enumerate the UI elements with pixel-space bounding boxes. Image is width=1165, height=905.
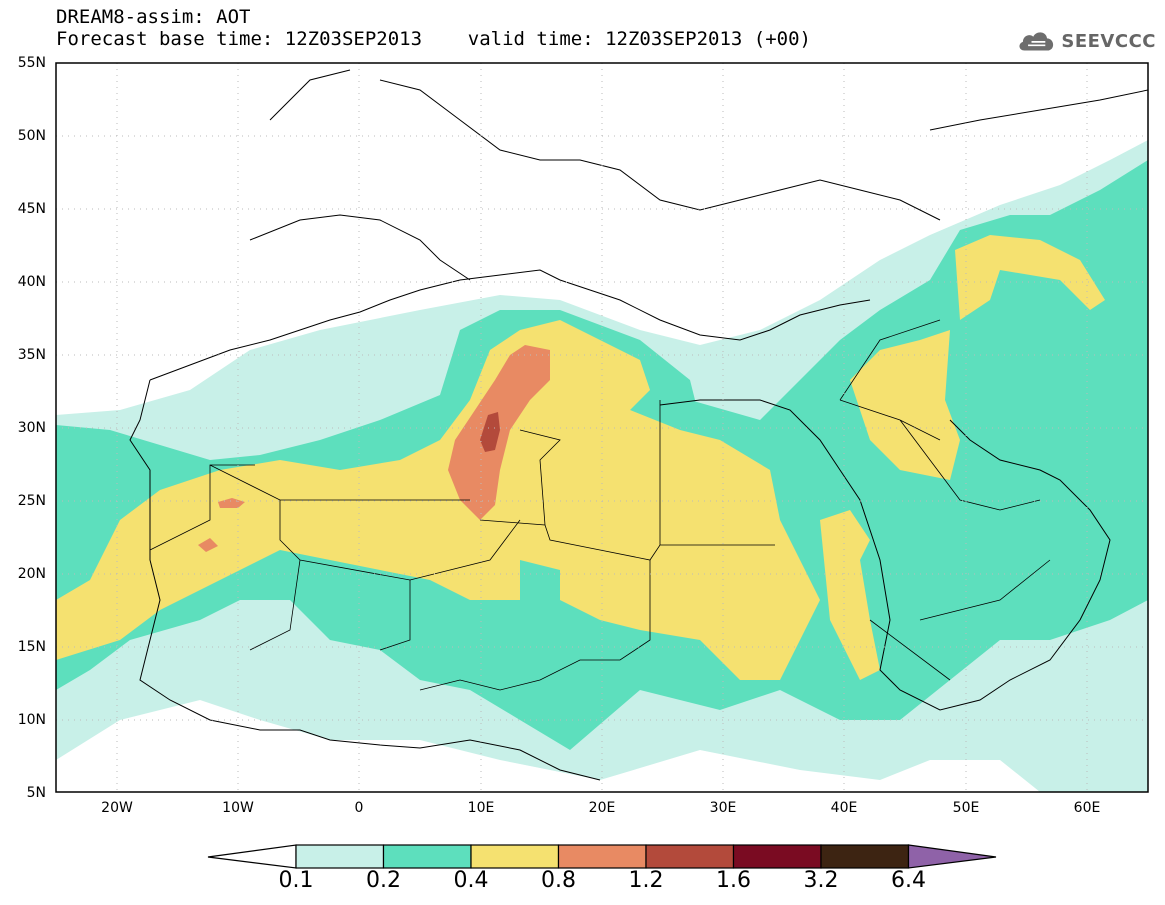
- lat-tick: 35N: [18, 347, 46, 363]
- coastlines: [129, 69, 1148, 781]
- map-frame: [55, 62, 1149, 793]
- colorbar-label: 3.2: [803, 868, 839, 893]
- colorbar-label: 0.8: [541, 868, 576, 893]
- lat-tick: 5N: [27, 785, 46, 801]
- colorbar-box-1: [382, 844, 472, 869]
- aot-level-0.4: [850, 330, 960, 480]
- aot-level-0.4: [820, 510, 880, 680]
- lon-tick: 30E: [710, 800, 737, 816]
- lat-tick: 45N: [18, 201, 46, 217]
- lon-tick: 0: [355, 800, 364, 816]
- colorbar-box-0: [295, 844, 385, 869]
- lat-tick: 55N: [18, 55, 46, 71]
- lon-tick: 20W: [101, 800, 133, 816]
- colorbar-label: 6.4: [891, 868, 926, 893]
- lon-tick: 60E: [1074, 800, 1101, 816]
- lon-axis: 20W 10W 0 10E 20E 30E 40E 50E 60E: [101, 800, 1100, 816]
- colorbar-low-arrow: [207, 844, 297, 869]
- lat-tick: 20N: [18, 566, 46, 582]
- colorbar-box-2: [470, 844, 560, 869]
- colorbar: [207, 844, 997, 869]
- colorbar-label: 1.6: [716, 868, 751, 893]
- colorbar-box-4: [645, 844, 735, 869]
- cloud-icon: [1019, 32, 1054, 51]
- title-line-2: Forecast base time: 12Z03SEP2013 valid t…: [56, 28, 811, 50]
- gridlines: [56, 63, 1148, 792]
- aot-field: [56, 63, 1148, 792]
- lon-tick: 10E: [468, 800, 495, 816]
- lat-axis: 5N 10N 15N 20N 25N 30N 35N 40N 45N 50N 5…: [18, 55, 46, 801]
- map-title: DREAM8-assim: AOT Forecast base time: 12Z…: [56, 6, 811, 50]
- colorbar-label: 0.2: [366, 868, 401, 893]
- colorbar-box-3: [557, 844, 647, 869]
- lat-tick: 10N: [18, 712, 46, 728]
- lon-tick: 20E: [589, 800, 616, 816]
- lat-tick: 40N: [18, 274, 46, 290]
- lon-tick: 40E: [831, 800, 858, 816]
- lat-tick: 30N: [18, 420, 46, 436]
- lon-tick: 50E: [953, 800, 980, 816]
- lat-tick: 50N: [18, 128, 46, 144]
- colorbar-high-arrow: [907, 844, 997, 869]
- lon-tick: 10W: [222, 800, 254, 816]
- country-borders: [149, 319, 1051, 691]
- title-line-1: DREAM8-assim: AOT: [56, 6, 251, 28]
- lat-tick: 15N: [18, 639, 46, 655]
- aot-level-1.2: [480, 412, 500, 452]
- aot-level-0.8: [198, 538, 218, 552]
- colorbar-box-5: [732, 844, 822, 869]
- colorbar-labels: 0.1 0.2 0.4 0.8 1.2 1.6 3.2 6.4: [0, 868, 1165, 896]
- logo-text: SEEVCCC: [1061, 30, 1156, 52]
- lat-tick: 25N: [18, 493, 46, 509]
- colorbar-label: 0.1: [278, 868, 314, 893]
- colorbar-box-6: [820, 844, 910, 869]
- aot-level-0.4: [955, 235, 1105, 320]
- colorbar-label: 1.2: [628, 868, 664, 893]
- colorbar-label: 0.4: [453, 868, 489, 893]
- seevccc-logo: SEEVCCC: [1016, 24, 1156, 58]
